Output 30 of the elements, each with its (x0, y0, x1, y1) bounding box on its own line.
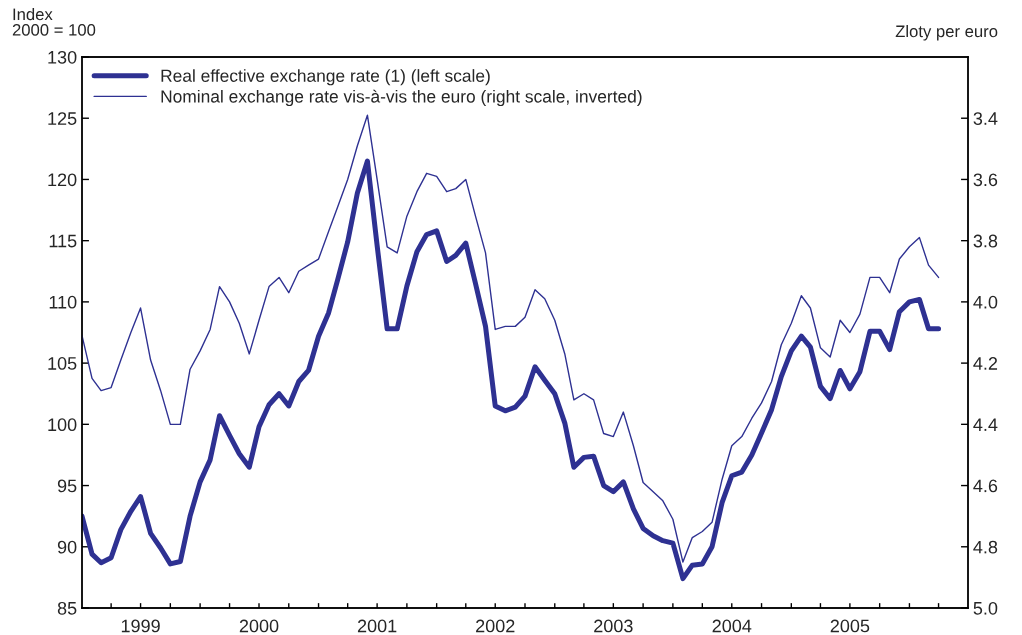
legend-label: Nominal exchange rate vis-à-vis the euro (right scale, inverted) (161, 89, 642, 107)
y-tick-label: 90 (57, 540, 77, 554)
legend-label: Real effective exchange rate (1) (left scale) (161, 69, 490, 86)
x-tick-label: 2001 (357, 619, 397, 633)
y2-tick-label: 4.8 (973, 540, 998, 554)
y2-axis-title: Zloty per euro (895, 25, 998, 41)
x-tick-label: 2005 (830, 619, 870, 633)
y-tick-label: 85 (57, 601, 77, 615)
x-tick-label: 2000 (239, 619, 279, 633)
y-tick-label: 95 (57, 479, 77, 493)
x-tick-label: 1999 (121, 619, 160, 633)
y2-tick-label: 4.2 (973, 357, 998, 370)
y-tick-label: 115 (49, 234, 77, 248)
y2-tick-label: 4.0 (973, 295, 998, 309)
x-tick-label: 2003 (594, 619, 633, 633)
y-tick-label: 105 (48, 357, 77, 370)
y-tick-label: 130 (48, 50, 77, 64)
y-tick-label: 120 (48, 173, 77, 187)
y-tick-label: 125 (48, 112, 77, 125)
y2-tick-label: 5.0 (973, 601, 998, 615)
y2-tick-label: 3.6 (973, 173, 998, 187)
y2-tick-label: 3.8 (973, 234, 998, 248)
y2-tick-label: 4.4 (973, 418, 998, 431)
y-tick-label: 110 (49, 295, 77, 309)
x-tick-label: 2002 (476, 619, 515, 633)
x-tick-label: 2004 (712, 619, 752, 633)
y2-tick-label: 3.4 (973, 112, 998, 125)
y2-tick-label: 4.6 (973, 479, 998, 493)
y-tick-label: 100 (48, 418, 77, 432)
y-axis-title: Index 2000 = 100 (12, 8, 96, 36)
